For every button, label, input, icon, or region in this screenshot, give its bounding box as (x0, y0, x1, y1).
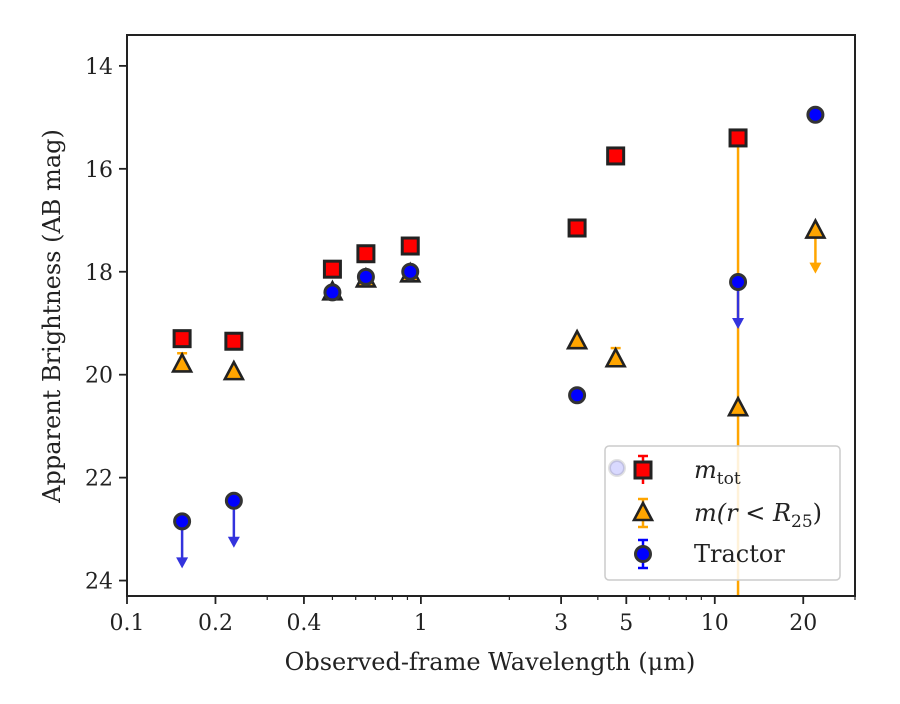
data-point-square (567, 218, 587, 238)
y-tick-label: 24 (85, 570, 113, 595)
x-tick-label: 0.1 (110, 611, 145, 636)
x-tick-label: 5 (619, 611, 633, 636)
marker-triangle (222, 359, 246, 381)
marker-square (728, 128, 748, 148)
y-axis-title: Apparent Brightness (AB mag) (38, 129, 66, 504)
x-tick-label: 1 (414, 611, 428, 636)
legend-box (604, 445, 841, 581)
y-tick-label: 16 (85, 158, 113, 183)
plot-frame (126, 34, 856, 597)
data-point-circle (729, 273, 748, 330)
data-point-triangle (222, 359, 246, 381)
data-point-circle (323, 283, 342, 302)
legend-underlying-point (608, 459, 626, 477)
marker-square (567, 218, 587, 238)
data-point-circle (356, 267, 375, 286)
marker-triangle (804, 217, 827, 239)
upper-limit-arrowhead (809, 262, 822, 274)
x-tick-label: 10 (701, 611, 729, 636)
x-tick-label: 0.2 (198, 611, 233, 636)
marker-square (356, 244, 376, 264)
data-point-square (400, 236, 420, 256)
legend-entry-tractor: Tractor (634, 538, 785, 570)
y-tick-label: 20 (85, 364, 113, 389)
data-point-square (322, 259, 342, 279)
legend-entry-mtot: mtot (633, 454, 741, 489)
marker-triangle (170, 351, 194, 373)
data-point-triangle (804, 217, 827, 274)
data-point-circle (173, 512, 192, 569)
marker-square (322, 259, 342, 279)
legend-label-mr25: m(r < R25) (694, 499, 822, 532)
data-point-square (224, 331, 244, 351)
data-point-circle (224, 491, 243, 548)
upper-limit-arrowhead (227, 536, 240, 548)
legend-label-mtot: mtot (694, 456, 741, 489)
marker-square (224, 331, 244, 351)
y-tick-label: 14 (85, 55, 113, 80)
x-tick-label: 0.4 (286, 611, 321, 636)
data-point-square (172, 329, 192, 349)
marker-triangle (631, 500, 655, 522)
legend-label-tractor: Tractor (694, 540, 785, 568)
data-point-square (728, 128, 748, 148)
x-tick-label: 3 (554, 611, 568, 636)
marker-square (606, 146, 626, 166)
y-tick-label: 18 (85, 261, 113, 286)
data-point-triangle (604, 346, 627, 368)
x-axis-title: Observed-frame Wavelength (μm) (285, 648, 696, 676)
data-point-triangle (565, 328, 589, 350)
data-point-circle (806, 105, 825, 124)
marker-triangle (726, 395, 750, 417)
marker-square (400, 236, 420, 256)
legend-entry-mr25: m(r < R25) (631, 497, 822, 532)
marker-triangle (565, 328, 589, 350)
data-point-circle (401, 262, 420, 281)
upper-limit-arrowhead (732, 318, 745, 330)
data-point-square (356, 244, 376, 264)
marker-square (172, 329, 192, 349)
data-point-triangle (170, 351, 194, 373)
x-tick-label: 20 (789, 611, 817, 636)
marker-square (633, 460, 653, 480)
data-point-square (606, 146, 626, 166)
marker-triangle (604, 346, 627, 368)
upper-limit-arrowhead (176, 557, 189, 569)
y-tick-label: 22 (85, 467, 113, 492)
data-point-circle (568, 386, 587, 405)
